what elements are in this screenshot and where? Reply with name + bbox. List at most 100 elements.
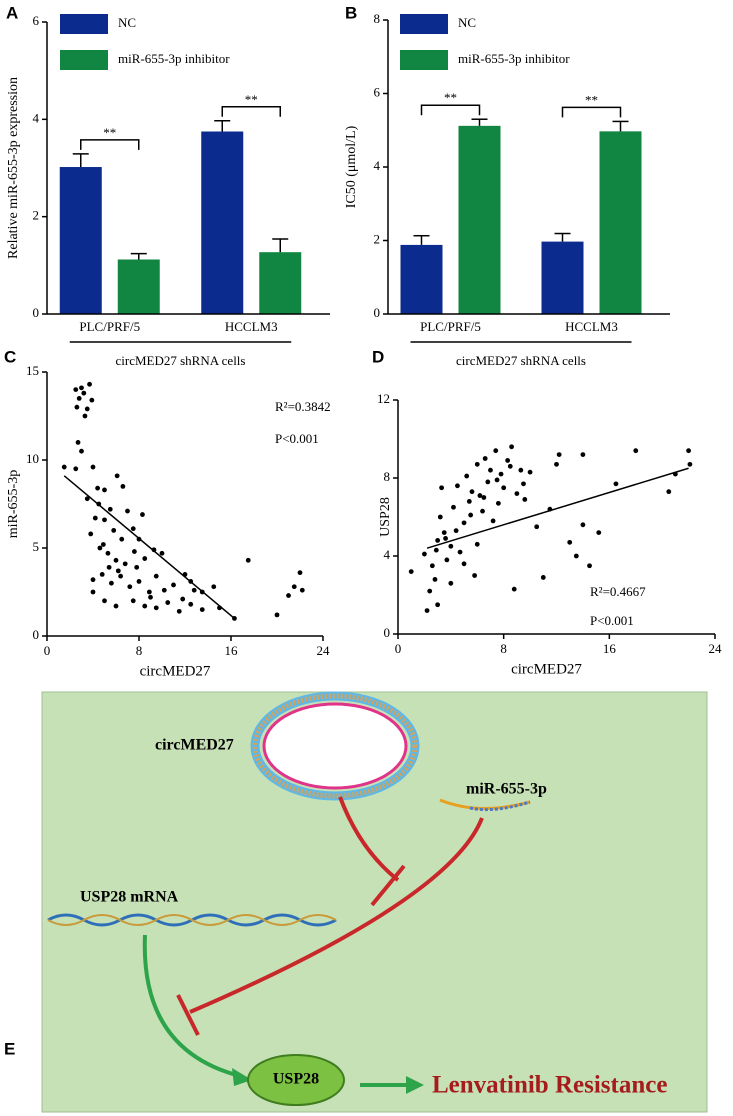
y-axis-label: miR-655-3p [6, 470, 21, 538]
point [509, 444, 514, 450]
point [443, 536, 448, 541]
bar [259, 252, 302, 314]
mirna-bases [469, 800, 531, 812]
y-tick-label: 8 [374, 11, 381, 26]
point [686, 448, 691, 454]
point [448, 543, 454, 549]
point [73, 387, 79, 392]
panel-label: B [345, 3, 357, 22]
arrow-head [232, 1068, 252, 1086]
inhibit-arrow [189, 817, 484, 1014]
point [134, 564, 140, 570]
point [472, 573, 478, 578]
y-tick-label: 4 [33, 110, 40, 125]
point [153, 605, 159, 611]
point [429, 563, 435, 569]
node-label: circMED27 [155, 737, 234, 754]
point [482, 456, 488, 461]
bar [458, 125, 501, 314]
point [92, 515, 98, 521]
point [148, 594, 153, 600]
point [455, 483, 460, 489]
point [171, 582, 176, 588]
point [469, 489, 475, 495]
bar [599, 131, 642, 314]
point [477, 493, 483, 498]
node-label: USP28 [273, 1071, 319, 1088]
point [132, 549, 137, 554]
point [75, 440, 81, 445]
node-label: USP28 mRNA [80, 889, 179, 906]
point [490, 518, 496, 524]
point [130, 598, 136, 604]
y-tick-label: 2 [33, 208, 40, 223]
point [507, 463, 513, 469]
x-tick-label: 16 [603, 641, 617, 656]
point [199, 607, 205, 612]
point [521, 481, 526, 487]
legend-swatch [60, 50, 108, 70]
point [127, 584, 133, 590]
bar [541, 241, 584, 314]
x-tick-label: 24 [709, 641, 723, 656]
point [82, 413, 88, 419]
point [81, 390, 87, 396]
point [433, 547, 439, 553]
point [461, 520, 467, 526]
point [105, 550, 111, 556]
point [461, 561, 467, 567]
point [488, 467, 493, 473]
y-axis-label: Relative miR-655-3p expression [6, 77, 21, 259]
circrna-inner [262, 702, 408, 790]
inhibit-bar [370, 864, 406, 907]
y-tick-label: 0 [33, 627, 40, 642]
bar [400, 244, 443, 314]
outcome-label: Lenvatinib Resistance [432, 1072, 667, 1099]
fit-line [63, 475, 235, 619]
point [511, 586, 517, 592]
x-tick-label: 0 [44, 643, 51, 658]
point [161, 587, 167, 593]
point [165, 600, 171, 605]
x-axis-label: circMED27 [140, 663, 211, 679]
point [87, 381, 92, 387]
significance-label: ** [585, 92, 598, 107]
x-tick-label: HCCLM3 [565, 319, 618, 334]
point [90, 577, 96, 583]
point [176, 608, 182, 614]
point [89, 397, 95, 403]
point [435, 602, 441, 608]
point [666, 489, 672, 495]
point [457, 549, 463, 555]
point [501, 485, 507, 491]
annotation: R²=0.4667 [590, 584, 646, 599]
y-tick-label: 8 [384, 469, 391, 484]
point [76, 396, 82, 401]
point [286, 593, 291, 598]
point [534, 524, 540, 530]
point [180, 596, 186, 602]
point [130, 526, 136, 532]
point [596, 530, 602, 535]
point [494, 477, 500, 483]
promote-arrow [142, 934, 241, 1078]
point [102, 517, 107, 523]
point [580, 522, 586, 528]
point [424, 608, 430, 613]
point [527, 469, 533, 475]
bar [59, 167, 102, 314]
point [274, 612, 280, 618]
group-label: circMED27 shRNA cells [116, 353, 246, 368]
point [140, 512, 145, 517]
point [514, 491, 520, 496]
x-tick-label: 16 [225, 643, 239, 658]
point [522, 497, 528, 502]
x-tick-label: PLC/PRF/5 [420, 319, 481, 334]
panel-label: A [6, 3, 18, 22]
point [474, 461, 480, 467]
point [435, 538, 441, 543]
point [90, 589, 96, 595]
point [567, 539, 573, 545]
mrna-strand-2 [47, 914, 337, 926]
